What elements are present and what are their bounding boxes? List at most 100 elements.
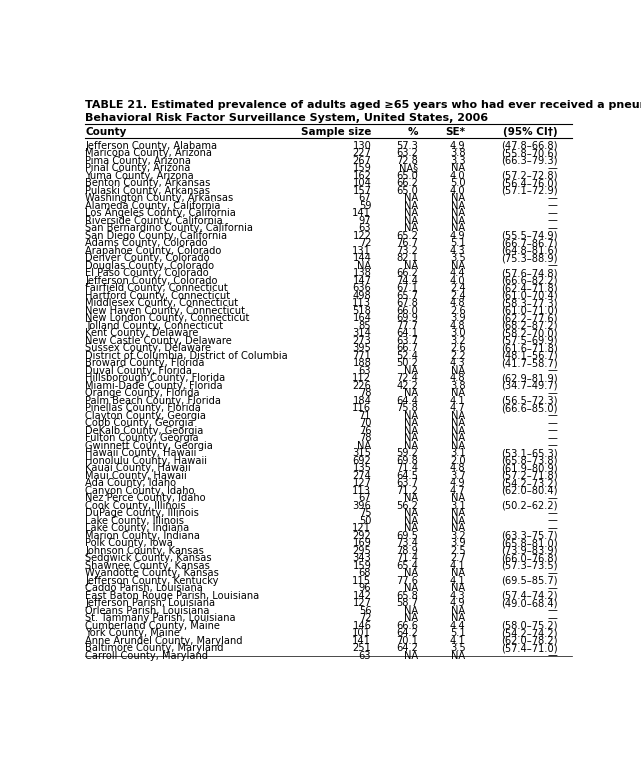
Text: 4.1: 4.1 [450,561,465,571]
Text: —: — [547,583,558,593]
Text: NA: NA [404,215,419,226]
Text: 4.1: 4.1 [450,635,465,646]
Text: 3.1: 3.1 [450,448,465,458]
Text: 57.3: 57.3 [397,140,419,151]
Text: 50.2: 50.2 [397,358,419,368]
Text: (66.6–82.2): (66.6–82.2) [501,276,558,286]
Text: 69.8: 69.8 [397,456,419,465]
Text: Maui County, Hawaii: Maui County, Hawaii [85,471,187,481]
Text: Pima County, Arizona: Pima County, Arizona [85,155,191,165]
Text: Douglas County, Colorado: Douglas County, Colorado [85,261,214,271]
Text: 71.2: 71.2 [396,486,419,496]
Text: Jefferson Parish, Louisiana: Jefferson Parish, Louisiana [85,598,215,608]
Text: (66.6–85.0): (66.6–85.0) [501,403,558,413]
Text: 67: 67 [359,193,371,203]
Text: 3.1: 3.1 [450,500,465,511]
Text: —: — [547,515,558,525]
Text: 66.2: 66.2 [397,268,419,278]
Text: (69.5–85.7): (69.5–85.7) [501,575,558,586]
Text: (57.3–73.5): (57.3–73.5) [501,561,558,571]
Text: (54.2–73.2): (54.2–73.2) [501,478,558,488]
Text: 141: 141 [353,635,371,646]
Text: 67: 67 [359,493,371,503]
Text: Sussex County, Delaware: Sussex County, Delaware [85,343,211,353]
Text: (64.8–81.6): (64.8–81.6) [501,246,558,255]
Text: Denver County, Colorado: Denver County, Colorado [85,253,210,263]
Text: NA: NA [404,388,419,398]
Text: (48.1–56.7): (48.1–56.7) [501,350,558,361]
Text: 3.9: 3.9 [450,313,465,323]
Text: 274: 274 [353,471,371,481]
Text: 4.3: 4.3 [450,590,465,600]
Text: Caddo Parish, Louisiana: Caddo Parish, Louisiana [85,583,203,593]
Text: 498: 498 [353,290,371,301]
Text: NA: NA [451,425,465,436]
Text: East Baton Rouge Parish, Louisiana: East Baton Rouge Parish, Louisiana [85,590,260,600]
Text: 64.2: 64.2 [397,643,419,653]
Text: NA: NA [451,388,465,398]
Text: —: — [547,388,558,398]
Text: 50: 50 [359,515,371,525]
Text: 188: 188 [353,358,371,368]
Text: (58.3–77.3): (58.3–77.3) [501,298,558,308]
Text: —: — [547,606,558,615]
Text: 4.7: 4.7 [450,403,465,413]
Text: 144: 144 [353,253,371,263]
Text: (56.5–72.3): (56.5–72.3) [501,396,558,406]
Text: 70.1: 70.1 [396,635,419,646]
Text: NA: NA [404,261,419,271]
Text: York County, Maine: York County, Maine [85,628,180,638]
Text: 138: 138 [353,268,371,278]
Text: SE*: SE* [445,127,465,136]
Text: NA: NA [451,606,465,615]
Text: NA: NA [357,440,371,450]
Text: NA: NA [451,215,465,226]
Text: 66.0: 66.0 [397,305,419,315]
Text: Benton County, Arkansas: Benton County, Arkansas [85,178,210,188]
Text: (66.3–79.3): (66.3–79.3) [501,155,558,165]
Text: NA: NA [404,193,419,203]
Text: NA: NA [404,201,419,211]
Text: 162: 162 [353,171,371,180]
Text: NA: NA [404,440,419,450]
Text: (68.2–87.2): (68.2–87.2) [501,321,558,330]
Text: San Diego County, California: San Diego County, California [85,230,227,240]
Text: 4.9: 4.9 [450,140,465,151]
Text: 315: 315 [353,448,371,458]
Text: 142: 142 [353,590,371,600]
Text: NA: NA [451,583,465,593]
Text: NA: NA [451,365,465,375]
Text: 68: 68 [359,568,371,578]
Text: NA: NA [451,440,465,450]
Text: NA: NA [404,418,419,428]
Text: Jefferson County, Alabama: Jefferson County, Alabama [85,140,217,151]
Text: Lake County, Indiana: Lake County, Indiana [85,523,189,533]
Text: —: — [547,163,558,173]
Text: 5.1: 5.1 [450,628,465,638]
Text: NA: NA [404,425,419,436]
Text: 4.9: 4.9 [450,230,465,240]
Text: 4.8: 4.8 [450,321,465,330]
Text: (62.0–78.2): (62.0–78.2) [501,635,558,646]
Text: Riverside County, California: Riverside County, California [85,215,223,226]
Text: 4.0: 4.0 [450,186,465,196]
Text: (66.7–86.7): (66.7–86.7) [501,238,558,248]
Text: (65.8–73.8): (65.8–73.8) [501,456,558,465]
Text: NA: NA [404,650,419,660]
Text: NA: NA [451,193,465,203]
Text: 52.4: 52.4 [397,350,419,361]
Text: 76: 76 [359,425,371,436]
Text: —: — [547,215,558,226]
Text: —: — [547,261,558,271]
Text: 3.9: 3.9 [450,538,465,548]
Text: 77.7: 77.7 [397,321,419,330]
Text: 4.9: 4.9 [450,598,465,608]
Text: 65.4: 65.4 [397,561,419,571]
Text: Broward County, Florida: Broward County, Florida [85,358,204,368]
Text: NA: NA [404,365,419,375]
Text: —: — [547,508,558,518]
Text: Palm Beach County, Florida: Palm Beach County, Florida [85,396,221,406]
Text: 85: 85 [359,321,371,330]
Text: 76.7: 76.7 [397,238,419,248]
Text: 122: 122 [353,230,371,240]
